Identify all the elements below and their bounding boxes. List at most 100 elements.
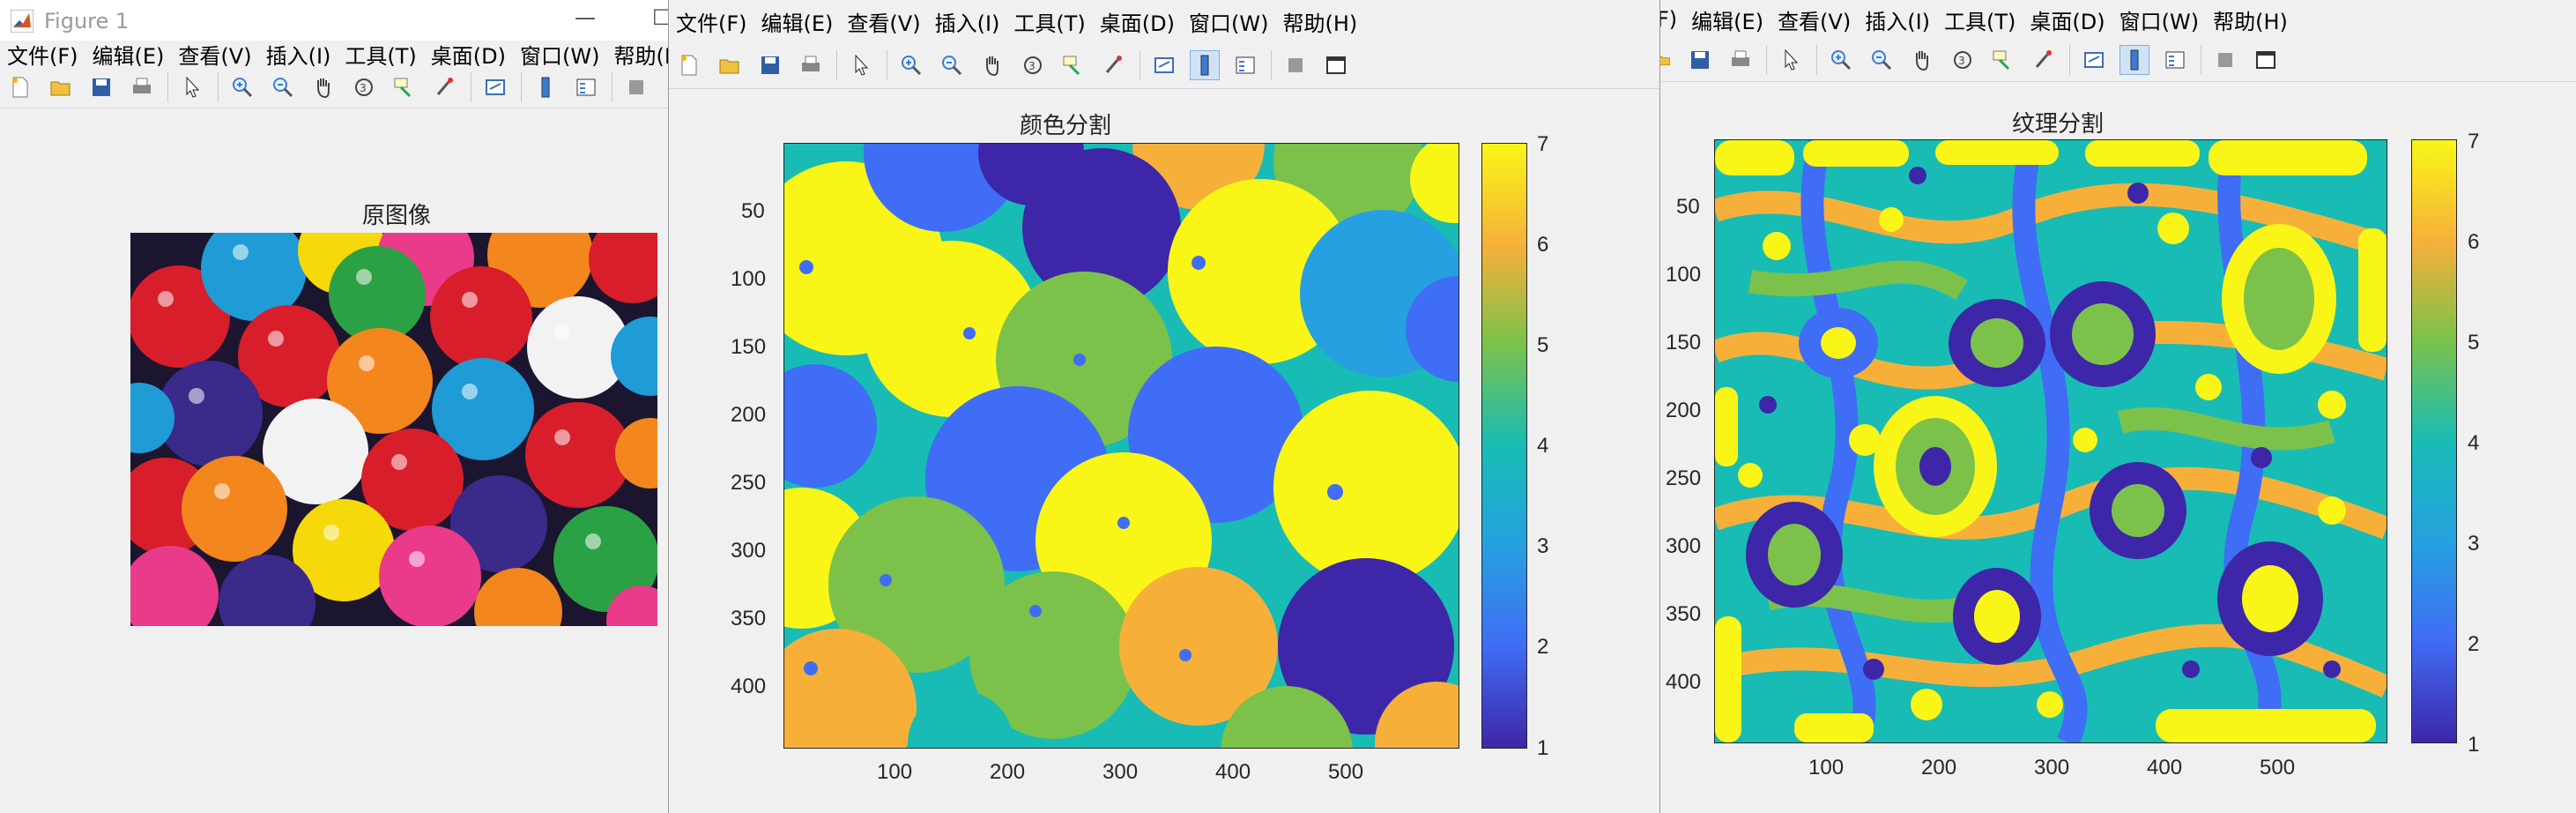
colorbar-icon[interactable] [1190, 50, 1220, 80]
link-icon[interactable] [1149, 50, 1179, 80]
menu-help[interactable]: 帮助(H) [2213, 9, 2288, 34]
menu-view[interactable]: 查看(V) [847, 11, 921, 36]
toolbar: 3 [1657, 39, 2576, 82]
hide-plot-tools-icon[interactable] [1281, 50, 1310, 80]
brush-icon[interactable] [430, 72, 460, 102]
new-file-icon[interactable] [5, 72, 35, 102]
pointer-icon[interactable] [177, 72, 207, 102]
window-title: Figure 1 [44, 9, 130, 34]
menu-tools[interactable]: 工具(T) [345, 43, 417, 69]
menu-desktop[interactable]: 桌面(D) [1099, 11, 1175, 36]
y-tick-label: 50 [1676, 195, 1700, 219]
hide-plot-tools-icon[interactable] [621, 72, 651, 102]
y-tick-label: 350 [731, 607, 767, 630]
zoom-in-icon[interactable] [1826, 45, 1856, 75]
y-tick-label: 400 [731, 675, 767, 698]
data-cursor-icon[interactable] [390, 72, 419, 102]
data-cursor-icon[interactable] [1988, 45, 2018, 75]
colorbar-icon[interactable] [531, 72, 560, 102]
menu-desktop[interactable]: 桌面(D) [2030, 9, 2105, 34]
y-tick-label: 100 [1666, 263, 1702, 287]
zoom-in-icon[interactable] [896, 50, 926, 80]
rotate-3d-icon[interactable]: 3 [349, 72, 379, 102]
y-tick-label: 250 [731, 471, 767, 495]
menu-desktop[interactable]: 桌面(D) [430, 43, 506, 69]
pan-icon[interactable] [1907, 45, 1937, 75]
open-file-icon[interactable] [1657, 45, 1674, 75]
zoom-out-icon[interactable] [1867, 45, 1897, 75]
zoom-out-icon[interactable] [937, 50, 967, 80]
menu-file[interactable]: 文件(F) [7, 43, 78, 69]
menu-tools[interactable]: 工具(T) [1944, 9, 2016, 34]
minimize-button[interactable]: — [575, 5, 596, 30]
zoom-in-icon[interactable] [227, 72, 257, 102]
legend-icon[interactable] [2160, 45, 2190, 75]
save-icon[interactable] [755, 50, 785, 80]
menu-tools[interactable]: 工具(T) [1013, 11, 1086, 36]
axes-title: 纹理分割 [2011, 111, 2104, 138]
colorbar-tick-label: 5 [1537, 333, 1549, 357]
colorbar-tick-label: 1 [2468, 733, 2480, 757]
brush-icon[interactable] [1099, 50, 1129, 80]
menu-file[interactable]: 文件(F) [676, 11, 747, 36]
save-icon[interactable] [86, 72, 116, 102]
colorbar-tick-label: 6 [1537, 233, 1549, 257]
colorbar-tick-label: 7 [2468, 130, 2480, 153]
hide-plot-tools-icon[interactable] [2210, 45, 2240, 75]
rotate-3d-icon[interactable]: 3 [1948, 45, 1978, 75]
print-icon[interactable] [1726, 45, 1756, 75]
y-tick-label: 150 [731, 335, 767, 359]
menu-insert[interactable]: 插入(I) [934, 11, 1000, 36]
y-tick-label: 150 [1666, 331, 1702, 354]
menu-bar: 文件(F) 编辑(E) 查看(V) 插入(I) 工具(T) 桌面(D) 窗口(W… [669, 0, 1659, 42]
legend-icon[interactable] [571, 72, 601, 102]
colorbar [2411, 139, 2457, 743]
legend-icon[interactable] [1230, 50, 1260, 80]
print-icon[interactable] [796, 50, 826, 80]
show-plot-tools-icon[interactable] [1321, 50, 1351, 80]
maximize-button[interactable]: ☐ [652, 5, 672, 30]
open-file-icon[interactable] [46, 72, 76, 102]
y-tick-label: 100 [731, 267, 767, 291]
show-plot-tools-icon[interactable] [2251, 45, 2281, 75]
menu-insert[interactable]: 插入(I) [1865, 9, 1931, 34]
rotate-3d-icon[interactable]: 3 [1018, 50, 1048, 80]
menu-window[interactable]: 窗口(W) [1189, 11, 1269, 36]
brush-icon[interactable] [2029, 45, 2059, 75]
menu-edit[interactable]: 编辑(E) [1691, 9, 1764, 34]
colorbar-tick-label: 7 [1537, 132, 1549, 156]
menu-bar: 文件(F) 编辑(E) 查看(V) 插入(I) 工具(T) 桌面(D) 窗口(W… [0, 41, 687, 69]
menu-file[interactable]: F) [1657, 7, 1678, 32]
save-icon[interactable] [1685, 45, 1715, 75]
menu-view[interactable]: 查看(V) [1778, 9, 1852, 34]
x-tick-label: 500 [2260, 756, 2296, 779]
pan-icon[interactable] [308, 72, 338, 102]
menu-insert[interactable]: 插入(I) [265, 43, 331, 69]
x-tick-label: 400 [1215, 760, 1251, 784]
menu-edit[interactable]: 编辑(E) [92, 43, 165, 69]
x-tick-label: 500 [1328, 760, 1364, 784]
link-icon[interactable] [2079, 45, 2109, 75]
new-file-icon[interactable] [674, 50, 704, 80]
y-tick-label: 400 [1666, 670, 1702, 694]
menu-window[interactable]: 窗口(W) [520, 43, 600, 69]
menu-edit[interactable]: 编辑(E) [761, 11, 834, 36]
menu-view[interactable]: 查看(V) [178, 43, 252, 69]
pointer-icon[interactable] [1776, 45, 1806, 75]
menu-window[interactable]: 窗口(W) [2119, 9, 2200, 34]
link-icon[interactable] [480, 72, 510, 102]
data-cursor-icon[interactable] [1058, 50, 1088, 80]
colorbar-icon[interactable] [2119, 45, 2149, 75]
pointer-icon[interactable] [846, 50, 876, 80]
figure-window-2: 文件(F) 编辑(E) 查看(V) 插入(I) 工具(T) 桌面(D) 窗口(W… [668, 0, 1660, 813]
open-file-icon[interactable] [715, 50, 745, 80]
pan-icon[interactable] [977, 50, 1007, 80]
menu-help[interactable]: 帮助(H) [1282, 11, 1358, 36]
toolbar: 3 [0, 67, 687, 108]
x-tick-label: 200 [990, 760, 1026, 784]
zoom-out-icon[interactable] [268, 72, 298, 102]
print-icon[interactable] [127, 72, 157, 102]
svg-text:3: 3 [360, 82, 367, 94]
axes-title: 原图像 [361, 203, 431, 229]
colorbar [1481, 143, 1527, 749]
